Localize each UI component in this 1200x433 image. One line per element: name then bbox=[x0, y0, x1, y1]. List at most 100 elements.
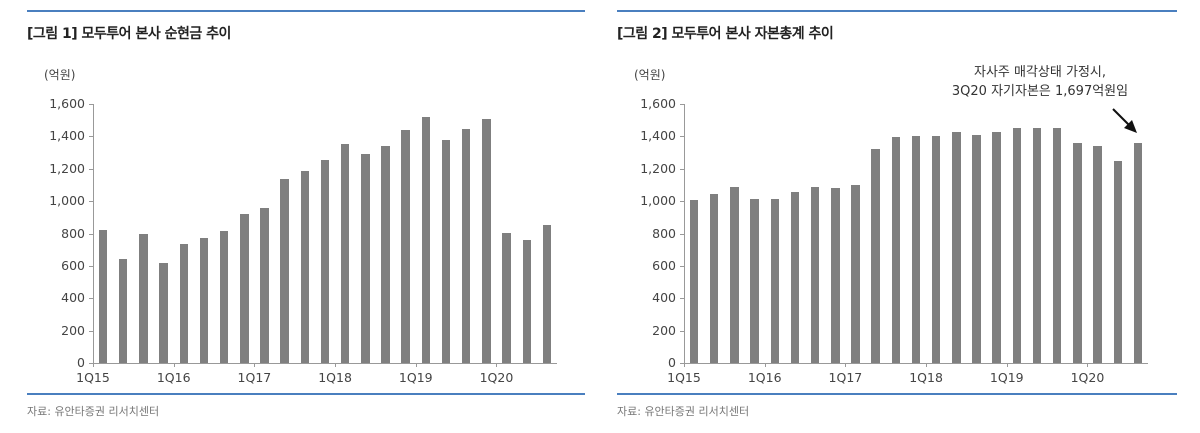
bar-2Q18 bbox=[361, 154, 370, 363]
bar-3Q15 bbox=[730, 187, 739, 363]
bar-1Q15 bbox=[689, 199, 699, 363]
x-tick bbox=[845, 363, 847, 367]
y-tick-label: 600 bbox=[652, 257, 676, 273]
y-tick bbox=[680, 298, 684, 300]
top-rule bbox=[617, 10, 1177, 12]
y-tick-label: 1,200 bbox=[49, 160, 85, 176]
bottom-rule bbox=[617, 393, 1177, 395]
x-tick bbox=[764, 363, 766, 367]
x-tick bbox=[926, 363, 928, 367]
y-tick-label: 1,000 bbox=[640, 193, 676, 209]
bar-2Q16 bbox=[790, 192, 800, 363]
x-tick-label: 1Q15 bbox=[667, 370, 701, 385]
x-tick bbox=[93, 363, 94, 367]
x-tick-label: 1Q15 bbox=[76, 370, 110, 385]
y-axis bbox=[684, 104, 685, 364]
y-tick-label: 1,400 bbox=[640, 128, 676, 144]
y-tick bbox=[680, 363, 684, 364]
bar-2Q15 bbox=[710, 193, 719, 363]
y-tick bbox=[89, 136, 93, 138]
y-unit-label: (억원) bbox=[44, 68, 76, 82]
y-tick bbox=[89, 233, 93, 235]
bar-1Q15 bbox=[98, 230, 108, 363]
y-tick bbox=[89, 298, 93, 300]
x-tick-label: 1Q20 bbox=[1070, 370, 1105, 385]
bar-1Q16 bbox=[179, 244, 188, 363]
bar-4Q19 bbox=[482, 118, 491, 363]
bar-2Q16 bbox=[199, 238, 209, 363]
y-tick-label: 800 bbox=[61, 225, 85, 241]
y-tick bbox=[89, 168, 93, 170]
annotation-line-2: 3Q20 자기자본은 1,697억원임 bbox=[951, 84, 1129, 99]
bar-4Q18 bbox=[992, 131, 1001, 363]
bar-3Q19 bbox=[461, 129, 471, 363]
x-tick bbox=[1087, 363, 1089, 367]
x-tick-label: 1Q16 bbox=[156, 370, 191, 385]
bar-4Q17 bbox=[320, 159, 330, 363]
y-tick bbox=[680, 201, 684, 203]
bar-4Q17 bbox=[911, 135, 921, 363]
y-tick-label: 200 bbox=[652, 322, 676, 338]
annotation-arrow-icon bbox=[1112, 108, 1137, 133]
bar-1Q20 bbox=[502, 232, 511, 363]
bottom-rule bbox=[27, 393, 585, 395]
y-tick-label: 400 bbox=[61, 290, 85, 306]
bar-2Q17 bbox=[871, 148, 880, 363]
x-tick-label: 1Q18 bbox=[318, 370, 352, 385]
bar-1Q19 bbox=[1012, 128, 1022, 363]
x-tick bbox=[173, 363, 175, 367]
y-tick-label: 600 bbox=[61, 257, 85, 273]
bar-2Q19 bbox=[441, 139, 451, 363]
bar-1Q16 bbox=[770, 198, 779, 363]
y-tick-label: 200 bbox=[61, 322, 85, 338]
source-note: 자료: 유안타증권 리서치센터 bbox=[27, 405, 160, 418]
bar-3Q18 bbox=[381, 146, 390, 363]
bar-2Q18 bbox=[952, 132, 961, 363]
figure-1-title: [그림 1] 모두투어 본사 순현금 추이 bbox=[27, 26, 231, 42]
x-tick-label: 1Q19 bbox=[989, 370, 1024, 385]
y-tick bbox=[89, 265, 93, 267]
bar-4Q16 bbox=[831, 188, 840, 363]
x-axis bbox=[93, 363, 557, 364]
bar-1Q17 bbox=[851, 184, 860, 363]
bar-3Q16 bbox=[810, 186, 820, 363]
x-tick-label: 1Q20 bbox=[479, 370, 514, 385]
y-tick-label: 800 bbox=[652, 225, 676, 241]
bar-3Q20 bbox=[1133, 142, 1143, 363]
bar-1Q19 bbox=[421, 116, 431, 363]
bar-4Q19 bbox=[1073, 142, 1082, 363]
y-tick-label: 1,600 bbox=[640, 96, 676, 111]
y-tick bbox=[89, 104, 93, 105]
y-tick-label: 1,600 bbox=[49, 96, 85, 111]
figure-1-panel: [그림 1] 모두투어 본사 순현금 추이 (억원) 0 200 400 600 800… bbox=[27, 10, 585, 418]
bar-3Q17 bbox=[891, 137, 901, 363]
bar-2Q15 bbox=[119, 259, 128, 363]
x-tick-label: 1Q18 bbox=[909, 370, 943, 385]
bar-3Q17 bbox=[300, 171, 310, 363]
y-tick-label: 0 bbox=[668, 355, 676, 370]
y-tick bbox=[680, 104, 684, 105]
bar-3Q19 bbox=[1052, 128, 1062, 363]
bar-4Q15 bbox=[159, 262, 168, 363]
figure-1-chart: 0 200 400 600 800 1,000 1,200 1,400 1,600 1Q15 1Q1… bbox=[49, 96, 557, 385]
bar-1Q20 bbox=[1093, 146, 1102, 363]
x-axis bbox=[684, 363, 1148, 364]
bar-4Q16 bbox=[240, 214, 249, 363]
bar-3Q20 bbox=[542, 224, 552, 363]
bar-2Q17 bbox=[280, 179, 289, 363]
bar-4Q15 bbox=[750, 198, 759, 363]
x-tick bbox=[1006, 363, 1008, 367]
x-tick-label: 1Q16 bbox=[747, 370, 782, 385]
y-tick-label: 1,400 bbox=[49, 128, 85, 144]
bar-2Q20 bbox=[1113, 160, 1122, 363]
y-tick bbox=[680, 168, 684, 170]
y-axis bbox=[93, 104, 94, 364]
y-tick bbox=[89, 330, 93, 332]
y-tick-label: 1,200 bbox=[640, 160, 676, 176]
bar-3Q16 bbox=[219, 231, 229, 363]
x-tick bbox=[684, 363, 685, 367]
y-tick bbox=[680, 265, 684, 267]
y-tick bbox=[680, 136, 684, 138]
annotation-text: 자사주 매각상태 가정시, 3Q20 자기자본은 1,697억원임 bbox=[930, 63, 1150, 101]
